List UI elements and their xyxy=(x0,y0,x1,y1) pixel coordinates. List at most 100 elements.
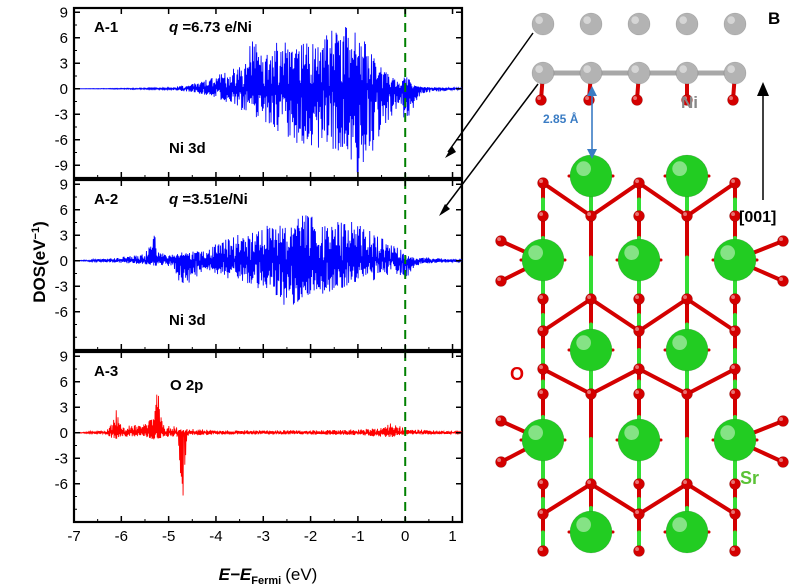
o-atom xyxy=(729,478,741,490)
sr-atom-highlight xyxy=(672,335,688,350)
o-atom xyxy=(681,94,693,106)
orbital-label: O 2p xyxy=(170,377,203,394)
ni-atom xyxy=(723,61,747,85)
o-atom xyxy=(537,293,549,305)
o-atom-highlight xyxy=(539,179,543,183)
ni-atom-label: Ni xyxy=(681,93,698,112)
o-atom-highlight xyxy=(779,417,783,422)
o-atom-highlight xyxy=(539,510,543,514)
bond xyxy=(541,297,593,333)
o-atom-highlight xyxy=(539,295,543,300)
o-atom-body xyxy=(777,275,789,287)
o-atom-body xyxy=(631,94,643,106)
direction-label: [001] xyxy=(739,209,776,226)
direction-arrowhead xyxy=(757,82,769,96)
y-tick-label: -3 xyxy=(55,450,68,467)
o-atom-highlight xyxy=(497,417,502,422)
y-tick-label: -6 xyxy=(55,132,68,149)
o-atom-highlight xyxy=(539,480,543,485)
arrowhead-a2 xyxy=(439,204,450,216)
o-atom-highlight xyxy=(731,365,735,370)
ni-atom-body xyxy=(627,12,651,36)
o-atom-body xyxy=(633,545,645,557)
sr-atom xyxy=(665,510,709,554)
o-atom-body xyxy=(495,275,507,287)
o-atom-highlight xyxy=(635,390,639,395)
o-atom-body xyxy=(729,210,741,222)
ni-atom-highlight xyxy=(631,65,640,73)
o-atom xyxy=(585,388,597,400)
ni-atom-highlight xyxy=(727,16,736,24)
o-atom-body xyxy=(633,478,645,490)
ni-atom xyxy=(675,12,699,36)
o-atom-body xyxy=(633,508,645,520)
dos-panels: 9 6 3 0 -3 -6 -9 A-1 q =6.73 e/Ni Ni 3d 9 6 3 0 -3 -6 A-… xyxy=(55,4,464,545)
o-atom xyxy=(729,388,741,400)
bond xyxy=(685,181,737,218)
bond xyxy=(589,367,641,396)
y-tick-label: 6 xyxy=(60,30,68,47)
arrow-to-a2 xyxy=(442,83,539,211)
x-axis-label: E−EFermi (eV) xyxy=(219,565,318,587)
o-atom-body xyxy=(729,293,741,305)
ni-atom xyxy=(627,61,651,85)
y-tick-label: 0 xyxy=(60,81,68,98)
o-atom-body xyxy=(777,235,789,247)
o-atom-body xyxy=(537,363,549,375)
o-atom-highlight xyxy=(779,277,783,282)
o-atom-body xyxy=(681,478,693,490)
o-atom-highlight xyxy=(731,179,735,183)
sr-atom-body xyxy=(713,418,757,462)
o-atom-body xyxy=(537,325,549,337)
atoms xyxy=(495,12,789,557)
sr-atom xyxy=(521,238,565,282)
sr-atom xyxy=(569,328,613,372)
sr-atom-body xyxy=(569,154,613,198)
o-atom-highlight xyxy=(539,547,543,551)
o-atom xyxy=(633,545,645,557)
sr-atom-body xyxy=(665,154,709,198)
x-tick-label: -5 xyxy=(162,528,175,545)
o-atom-body xyxy=(495,415,507,427)
o-atom xyxy=(729,210,741,222)
o-atom-highlight xyxy=(635,365,639,370)
o-atom xyxy=(681,210,693,222)
o-atom xyxy=(585,210,597,222)
x-tick-label: 0 xyxy=(401,528,409,545)
o-atom-body xyxy=(535,94,547,106)
o-atom-body xyxy=(729,478,741,490)
panel-label: A-1 xyxy=(94,19,118,36)
o-atom xyxy=(729,545,741,557)
ni-atom xyxy=(579,12,603,36)
distance-arrowhead-down xyxy=(587,149,597,159)
o-atom-body xyxy=(681,210,693,222)
dos-panel-a-2: 9 6 3 0 -3 -6 A-2 q =3.51e/Ni Ni 3d xyxy=(55,176,464,352)
o-atom xyxy=(633,325,645,337)
o-atom-body xyxy=(495,456,507,468)
o-atom xyxy=(777,275,789,287)
o-atom xyxy=(729,293,741,305)
sr-atom-body xyxy=(617,418,661,462)
ni-atom-body xyxy=(531,61,555,85)
sr-atom xyxy=(713,238,757,282)
o-atom-highlight xyxy=(635,547,639,551)
o-atom-highlight xyxy=(731,295,735,300)
o-atom-highlight xyxy=(779,237,783,241)
sr-atom xyxy=(521,418,565,462)
o-atom-body xyxy=(537,478,549,490)
o-atom-body xyxy=(583,94,595,106)
sr-atom-body xyxy=(521,238,565,282)
o-atom xyxy=(535,94,547,106)
o-atom xyxy=(729,325,741,337)
o-atom-body xyxy=(727,94,739,106)
sr-atom-highlight xyxy=(528,245,544,260)
o-atom-highlight xyxy=(539,327,543,332)
o-atom-highlight xyxy=(635,179,639,183)
o-atom-body xyxy=(729,545,741,557)
o-atom-body xyxy=(729,508,741,520)
sr-atom-highlight xyxy=(720,425,736,440)
charge-label: q =3.51e/Ni xyxy=(169,191,248,208)
o-atom-highlight xyxy=(731,327,735,332)
o-atom-body xyxy=(681,94,693,106)
